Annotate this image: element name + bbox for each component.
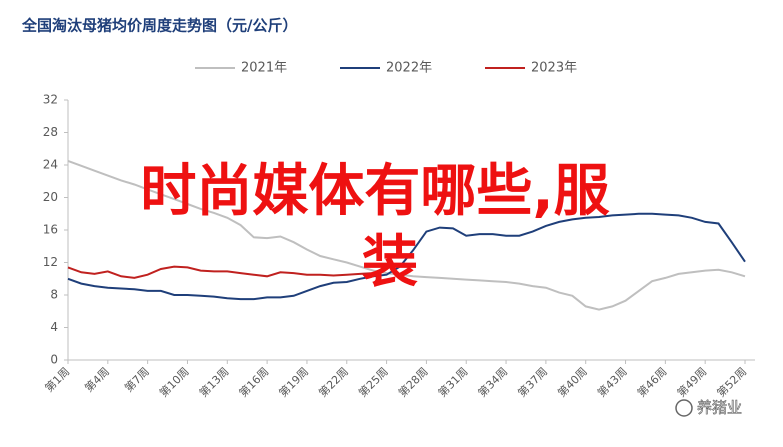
legend-label: 2022年 <box>386 61 432 76</box>
y-tick-label: 24 <box>43 158 58 172</box>
x-tick-label: 第19周 <box>276 364 311 399</box>
y-tick-label: 0 <box>50 353 58 367</box>
x-tick-label: 第25周 <box>355 364 390 399</box>
chart-title: 全国淘汰母猪均价周度走势图（元/公斤） <box>21 17 297 35</box>
x-tick-label: 第43周 <box>594 364 629 399</box>
y-tick-label: 12 <box>43 255 58 269</box>
y-tick-label: 32 <box>43 93 58 107</box>
watermark-icon <box>675 399 693 417</box>
x-tick-label: 第34周 <box>475 364 510 399</box>
overlay-text: 时尚媒体有哪些,服 <box>140 159 609 224</box>
x-tick-label: 第4周 <box>82 364 112 394</box>
y-tick-label: 4 <box>50 320 58 334</box>
x-tick-label: 第31周 <box>435 364 470 399</box>
x-tick-label: 第28周 <box>395 364 430 399</box>
y-tick-label: 20 <box>43 190 58 204</box>
watermark: 养猪业 <box>697 399 742 417</box>
series-line <box>67 212 746 301</box>
x-tick-label: 第13周 <box>196 364 231 399</box>
x-tick-label: 第1周 <box>42 364 72 394</box>
y-tick-label: 16 <box>43 223 58 237</box>
x-tick-label: 第16周 <box>236 364 271 399</box>
y-tick-label: 8 <box>50 288 58 302</box>
x-tick-label: 第22周 <box>316 364 351 399</box>
x-tick-label: 第7周 <box>121 364 151 394</box>
overlay-text: 装 <box>362 230 418 295</box>
y-tick-label: 28 <box>43 125 58 139</box>
series-line <box>67 265 374 279</box>
series-line <box>67 159 746 311</box>
x-tick-label: 第49周 <box>674 364 709 399</box>
x-tick-label: 第52周 <box>714 364 749 399</box>
x-tick-label: 第46周 <box>634 364 669 399</box>
x-tick-label: 第10周 <box>156 364 191 399</box>
legend-label: 2021年 <box>241 61 287 76</box>
x-tick-label: 第40周 <box>555 364 590 399</box>
x-tick-label: 第37周 <box>515 364 550 399</box>
legend-label: 2023年 <box>531 61 577 76</box>
